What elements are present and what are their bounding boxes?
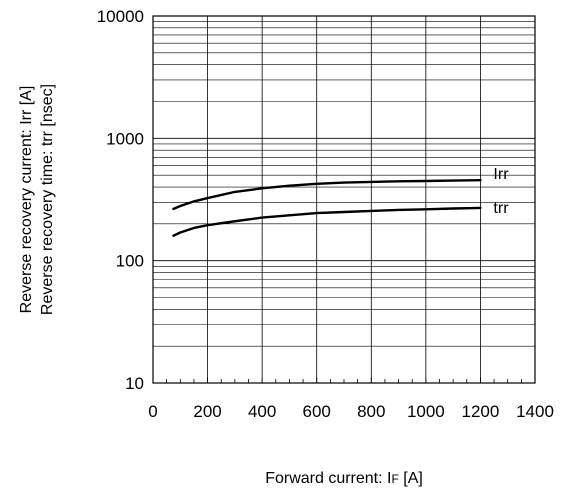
y-axis-ticks: 10 100 1000 10000 <box>97 7 144 393</box>
series-lines <box>173 180 480 236</box>
series-label-trr: trr <box>493 200 509 217</box>
series-line-irr <box>173 180 480 209</box>
x-tick-label: 200 <box>193 402 221 421</box>
y-tick-label: 1000 <box>106 129 144 148</box>
x-tick-label: 1000 <box>407 402 445 421</box>
x-tick-label: 1400 <box>516 402 554 421</box>
x-axis-title: Forward current: IF [A] <box>265 470 423 487</box>
x-tick-label: 600 <box>303 402 331 421</box>
grid <box>153 16 535 383</box>
y-axis-title: Reverse recovery current: Irr [A] Reverse… <box>18 84 56 315</box>
series-label-irr: Irr <box>493 166 509 183</box>
y-tick-label: 10000 <box>97 7 144 26</box>
x-tick-label: 0 <box>148 402 157 421</box>
series-labels: Irr trr <box>493 166 509 217</box>
x-tick-label: 1200 <box>462 402 500 421</box>
x-tick-label: 800 <box>357 402 385 421</box>
plot-frame <box>153 16 535 383</box>
series-line-trr <box>173 208 480 236</box>
x-tick-label: 400 <box>248 402 276 421</box>
x-axis-title-main: Forward current: I <box>265 470 391 487</box>
y-axis-title-line: Reverse recovery time: trr [nsec] <box>39 84 56 315</box>
y-tick-label: 10 <box>125 374 144 393</box>
y-tick-label: 100 <box>116 252 144 271</box>
y-axis-title-line: Reverse recovery current: Irr [A] <box>18 86 35 314</box>
x-axis-title-unit: [A] <box>399 470 423 487</box>
x-axis-title-subscript: F <box>391 472 398 486</box>
